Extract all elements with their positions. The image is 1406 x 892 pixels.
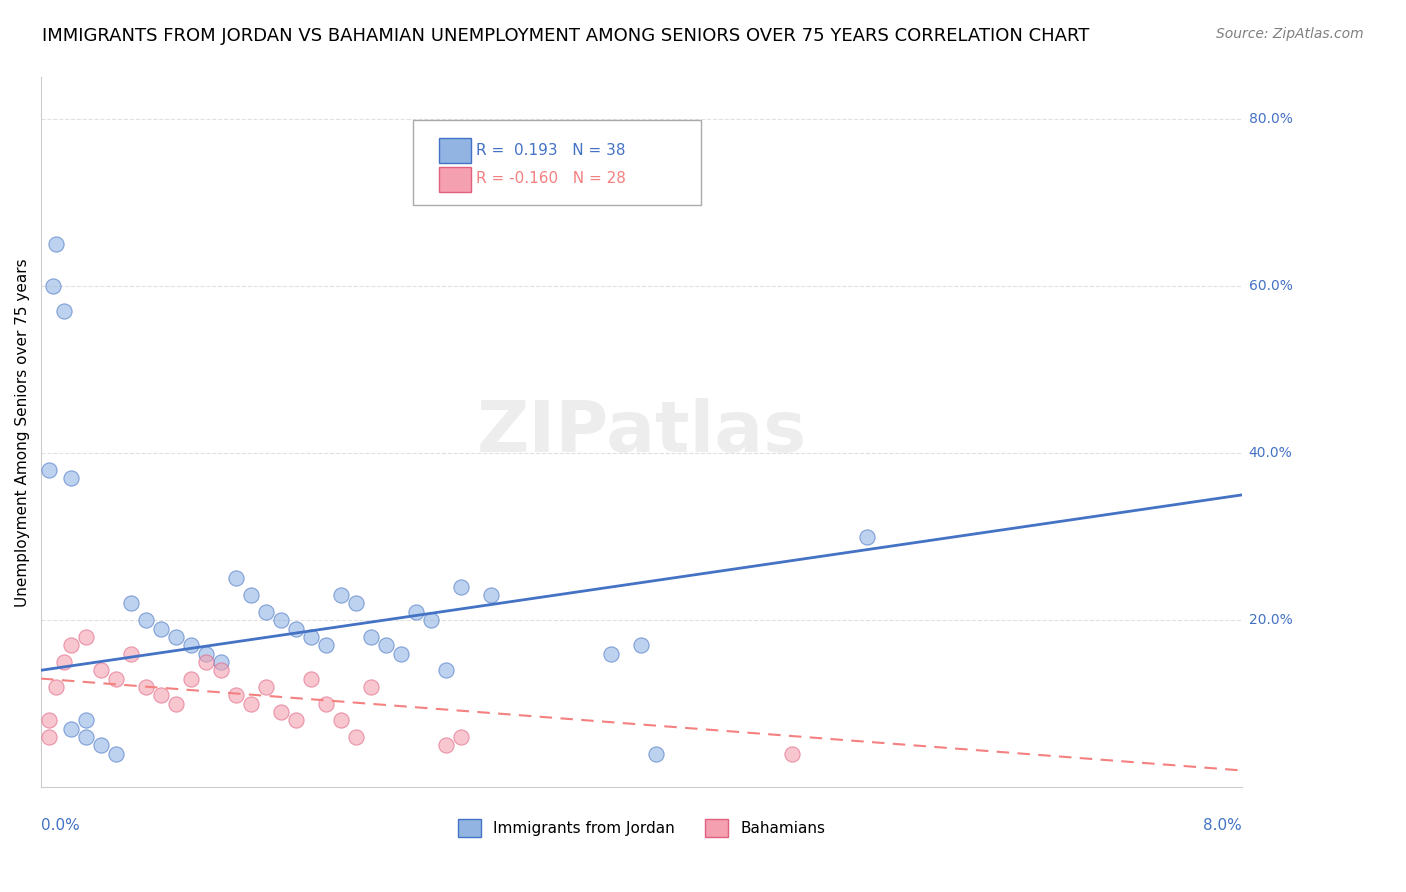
- Text: ZIPatlas: ZIPatlas: [477, 398, 807, 467]
- Point: [855, 530, 877, 544]
- Point: [645, 747, 668, 761]
- Text: 40.0%: 40.0%: [1249, 446, 1292, 460]
- Point: [240, 697, 263, 711]
- Point: [45, 237, 67, 252]
- Point: [135, 680, 157, 694]
- Point: [360, 680, 382, 694]
- Point: [195, 647, 218, 661]
- Point: [225, 688, 247, 702]
- Point: [209, 663, 232, 677]
- Point: [270, 705, 292, 719]
- Point: [60, 722, 83, 736]
- Text: IMMIGRANTS FROM JORDAN VS BAHAMIAN UNEMPLOYMENT AMONG SENIORS OVER 75 YEARS CORR: IMMIGRANTS FROM JORDAN VS BAHAMIAN UNEMP…: [42, 27, 1090, 45]
- Point: [120, 647, 142, 661]
- Point: [52, 304, 75, 318]
- Point: [90, 663, 112, 677]
- Point: [165, 697, 187, 711]
- Point: [195, 655, 218, 669]
- Point: [75, 714, 97, 728]
- Point: [120, 597, 142, 611]
- Point: [330, 714, 353, 728]
- Point: [165, 630, 187, 644]
- Point: [105, 747, 128, 761]
- Text: Source: ZipAtlas.com: Source: ZipAtlas.com: [1216, 27, 1364, 41]
- Point: [360, 630, 382, 644]
- Point: [180, 672, 202, 686]
- Point: [60, 638, 83, 652]
- Point: [450, 730, 472, 744]
- Point: [254, 680, 277, 694]
- Text: 80.0%: 80.0%: [1249, 112, 1292, 126]
- Point: [90, 739, 112, 753]
- Point: [60, 471, 83, 485]
- Point: [42, 279, 65, 293]
- Point: [375, 638, 398, 652]
- Point: [299, 630, 322, 644]
- Point: [780, 747, 803, 761]
- Point: [630, 638, 652, 652]
- Point: [285, 622, 308, 636]
- Point: [450, 580, 472, 594]
- Point: [135, 613, 157, 627]
- Point: [270, 613, 292, 627]
- Point: [75, 630, 97, 644]
- Point: [45, 680, 67, 694]
- Point: [344, 597, 367, 611]
- Point: [285, 714, 308, 728]
- Point: [434, 739, 457, 753]
- Point: [299, 672, 322, 686]
- Text: 8.0%: 8.0%: [1204, 818, 1241, 833]
- Y-axis label: Unemployment Among Seniors over 75 years: Unemployment Among Seniors over 75 years: [15, 258, 30, 607]
- Point: [150, 622, 173, 636]
- Point: [225, 571, 247, 585]
- FancyBboxPatch shape: [413, 120, 702, 205]
- Point: [434, 663, 457, 677]
- Text: R =  0.193   N = 38: R = 0.193 N = 38: [475, 143, 626, 158]
- Point: [420, 613, 443, 627]
- Point: [38, 714, 60, 728]
- Point: [38, 730, 60, 744]
- Point: [105, 672, 128, 686]
- FancyBboxPatch shape: [439, 167, 471, 192]
- Text: 20.0%: 20.0%: [1249, 613, 1292, 627]
- Point: [405, 605, 427, 619]
- Text: R = -0.160   N = 28: R = -0.160 N = 28: [475, 171, 626, 186]
- Point: [254, 605, 277, 619]
- Point: [344, 730, 367, 744]
- Legend: Immigrants from Jordan, Bahamians: Immigrants from Jordan, Bahamians: [451, 813, 831, 843]
- FancyBboxPatch shape: [439, 138, 471, 163]
- Point: [150, 688, 173, 702]
- Point: [479, 588, 502, 602]
- Point: [600, 647, 623, 661]
- Point: [389, 647, 412, 661]
- Point: [180, 638, 202, 652]
- Point: [38, 463, 60, 477]
- Text: 60.0%: 60.0%: [1249, 279, 1292, 293]
- Point: [209, 655, 232, 669]
- Text: 0.0%: 0.0%: [41, 818, 80, 833]
- Point: [240, 588, 263, 602]
- Point: [52, 655, 75, 669]
- Point: [315, 638, 337, 652]
- Point: [315, 697, 337, 711]
- Point: [330, 588, 353, 602]
- Point: [75, 730, 97, 744]
